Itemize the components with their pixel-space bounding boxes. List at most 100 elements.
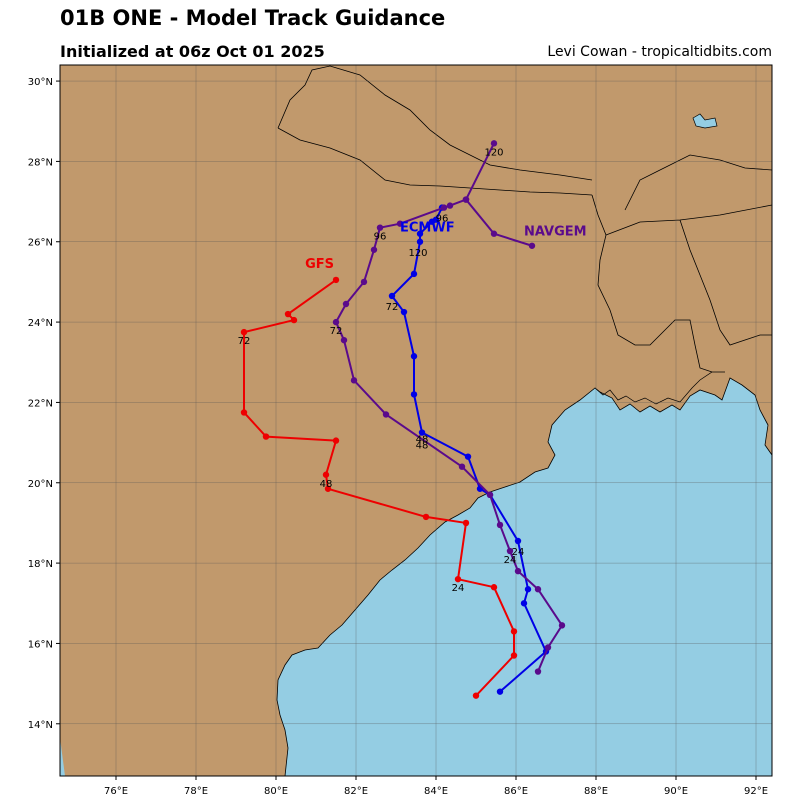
navgem-track-point [376,224,384,231]
land-india [60,65,772,776]
ecmwf-hour-label: 24 [512,547,525,558]
x-tick-label: 86°E [504,786,528,797]
gfs-track-point [510,628,518,635]
gfs-track-line [243,279,515,697]
y-tick-label: 18°N [28,559,53,570]
y-tick-label: 20°N [28,479,53,490]
ecmwf-track-point [514,537,522,545]
y-tick-label: 24°N [28,318,53,329]
navgem-track-point [544,644,552,651]
navgem-track-point [382,411,390,418]
y-tick-label: 14°N [28,720,53,731]
y-tick-label: 22°N [28,398,53,409]
ecmwf-track-point [410,391,418,398]
navgem-track-point [370,246,378,253]
x-tick-label: 82°E [344,786,368,797]
navgem-track-point [486,491,494,499]
navgem-model-label: NAVGEM [524,225,587,240]
init-time-subtitle: Initialized at 06z Oct 01 2025 [60,42,325,61]
map-frame [59,64,773,777]
axis-ticks: 76°E 78°E 80°E 82°E 84°E 86°E 88°E 90°E 92°E 14°N… [28,77,768,797]
x-tick-label: 76°E [104,786,128,797]
ecmwf-track-point [464,453,472,460]
gfs-track-point [510,652,518,659]
navgem-track-point [462,196,470,203]
x-tick-label: 92°E [744,786,768,797]
gfs-track-point [240,409,248,416]
ecmwf-track-point [520,600,528,607]
y-tick-label: 26°N [28,238,53,249]
gfs-model-label: GFS [305,257,334,272]
border-bangladesh [591,194,713,373]
navgem-track-point [342,300,350,308]
gfs-track-point [462,519,470,527]
gfs-track-point [422,513,430,521]
gfs-track-point [284,310,292,318]
navgem-track-point [396,220,404,227]
gfs-track-point [454,575,462,583]
graticule [60,65,772,776]
navgem-track-point [496,521,504,529]
gfs-track-point [332,276,340,284]
navgem-track-point [458,463,466,470]
gfs-hour-label: 72 [238,336,251,347]
navgem-track-point [360,278,368,286]
gfs-hour-label: 24 [452,583,465,594]
navgem-track-point [440,204,448,211]
ecmwf-track-point [410,270,418,278]
navgem-hour-label: 72 [330,326,343,337]
ecmwf-hour-label: 96 [436,214,449,225]
y-tick-label: 30°N [28,77,53,88]
gfs-track-point [262,433,270,440]
track-labels: 24 48 72 24 48 72 96 120 ECMWF 24 48 72 96 120 NAVGEM G… [238,147,587,594]
ecmwf-model-label: ECMWF [400,221,455,236]
ecmwf-track-point [496,688,504,695]
navgem-track-point [528,242,536,249]
gfs-track-point [332,437,340,444]
ecmwf-track-point [416,230,424,237]
navgem-track-point [332,318,340,326]
ecmwf-track-point [400,308,408,316]
navgem-hour-label: 24 [504,555,517,566]
navgem-hour-label: 96 [374,232,387,243]
ecmwf-hour-label: 72 [386,302,399,313]
gfs-track-point [490,584,498,591]
navgem-track-point [490,140,498,147]
x-tick-label: 80°E [264,786,288,797]
navgem-track-point [340,336,348,344]
ecmwf-track-point [388,292,396,300]
gfs-track-point [324,485,332,492]
ecmwf-track-point [432,216,440,223]
navgem-track-point [446,202,454,209]
border-nepal-south [277,127,593,196]
gfs-track-point [322,471,330,478]
x-tick-label: 84°E [424,786,448,797]
ecmwf-track-point [418,429,426,436]
x-tick-label: 90°E [664,786,688,797]
border-nepal [277,65,593,181]
ecmwf-track-point [524,586,532,593]
gfs-hour-label: 48 [320,479,333,490]
lake-tibet [692,113,718,129]
y-tick-label: 16°N [28,639,53,650]
gfs-track-point [472,692,480,699]
navgem-track-point [506,547,514,555]
y-tick-label: 28°N [28,157,53,168]
coastline-bengal [594,371,725,405]
navgem-hour-label: 48 [416,441,429,452]
ecmwf-hour-label: 120 [408,248,427,259]
navgem-track-point [514,567,522,575]
x-tick-label: 78°E [184,786,208,797]
navgem-track-point [490,230,498,237]
navgem-track-point [350,377,358,384]
chart-title: 01B ONE - Model Track Guidance [60,6,446,30]
ecmwf-track-point [410,353,418,360]
border-northeast [605,204,772,346]
navgem-track-point [558,622,566,629]
land-southwest [60,738,65,776]
model-tracks [240,140,566,699]
navgem-hour-label: 120 [484,147,503,158]
ecmwf-hour-label: 48 [416,435,429,446]
ecmwf-track-point [416,238,424,245]
